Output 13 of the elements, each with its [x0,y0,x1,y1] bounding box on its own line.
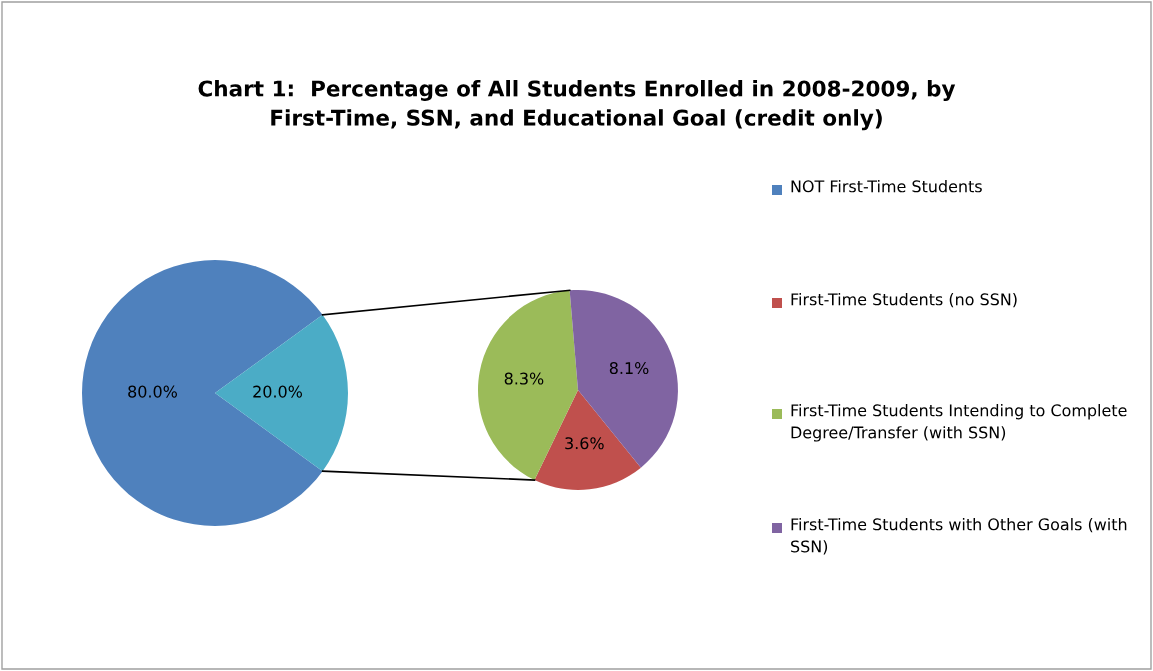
legend-label: First-Time Students with Other Goals (with SSN) [791,518,1127,555]
data-label: 80.0% [128,385,177,398]
legend-label: First-Time Students (no SSN) [791,293,1017,308]
data-label: 3.6% [565,437,604,450]
pie-slice [215,314,348,472]
chart-title: Chart 1: Percentage of All Students Enrolled in 2008-2009, by First-Time, SSN, and Educational Goal (credit only) [198,80,956,131]
pie-slice [82,260,323,526]
legend-label: First-Time Students Intending to Complete Degree/Transfer (with SSN) [791,404,1127,442]
data-label: 8.1% [609,362,649,375]
legend-label: NOT First-Time Students [791,180,982,193]
data-label: 20.0% [253,385,302,398]
data-label: 8.3% [504,372,544,385]
pie-slice [534,390,641,490]
